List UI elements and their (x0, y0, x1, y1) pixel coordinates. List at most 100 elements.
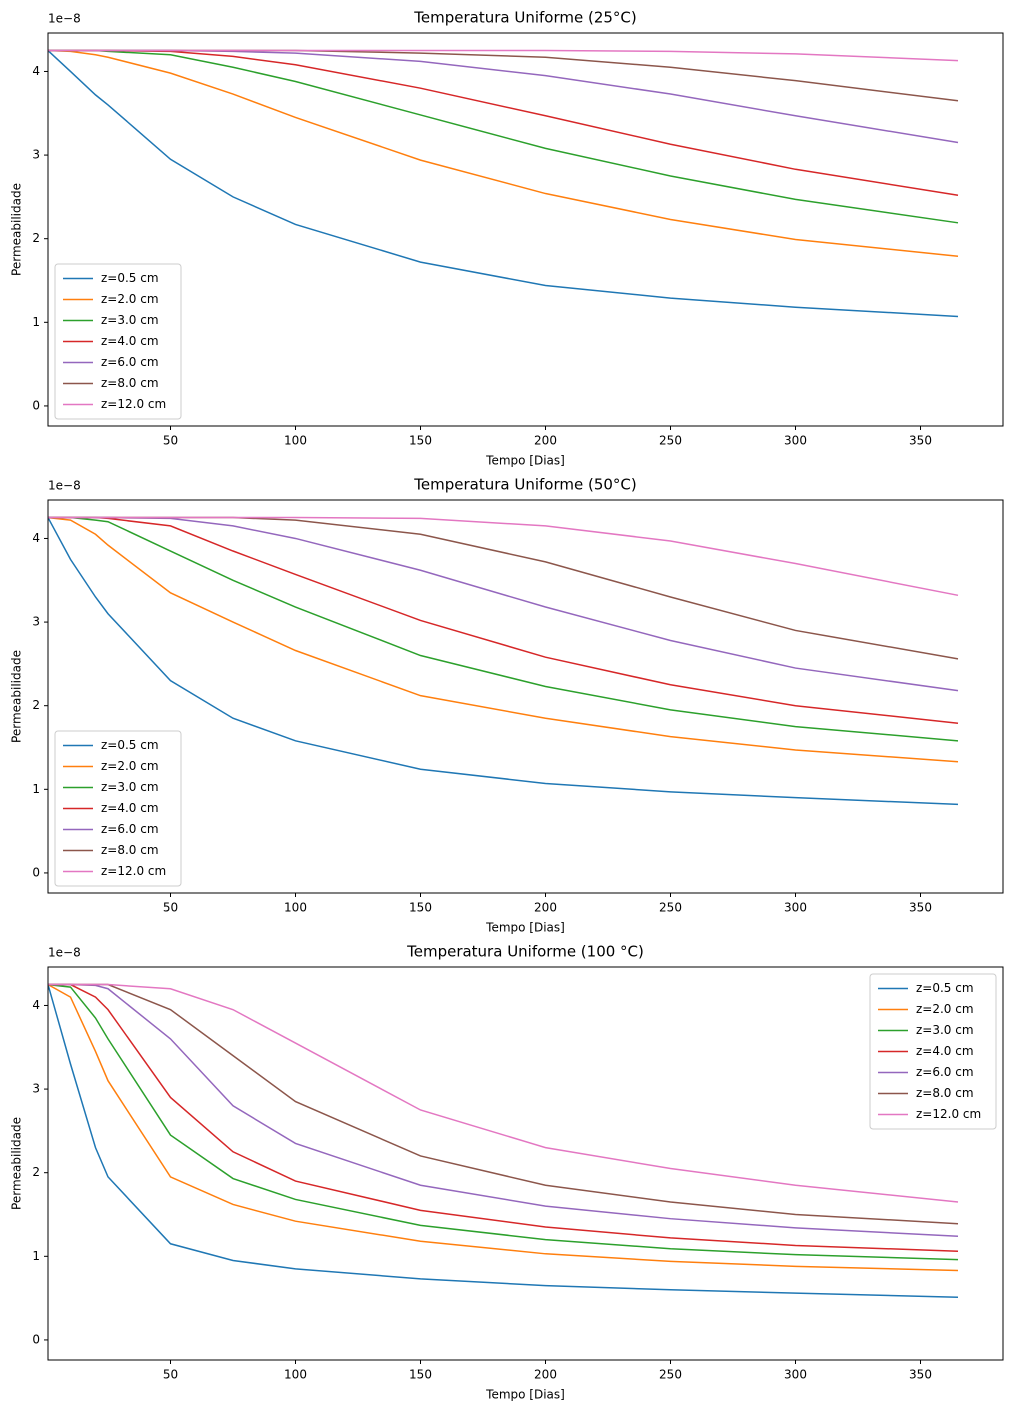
axes-frame (47, 32, 1004, 427)
y-tick-label: 4 (32, 998, 40, 1012)
data-line (48, 49, 959, 196)
x-tick-label: 250 (659, 901, 682, 915)
plot-area (48, 516, 959, 806)
legend-box (869, 973, 997, 1130)
y-tick-label: 1 (32, 315, 40, 329)
y-tick-label: 4 (32, 64, 40, 78)
legend: z=0.5 cm z=2.0 cm z=3.0 cm z=4.0 cm z=6.0 cm… (869, 973, 997, 1130)
chart-title: Temperatura Uniforme (50°C) (413, 476, 636, 494)
x-tick-label: 350 (909, 434, 932, 448)
x-tick-label: 300 (784, 434, 807, 448)
legend-label: z=3.0 cm (101, 780, 159, 794)
y-tick-label: 3 (32, 1082, 40, 1096)
x-tick-label: 200 (534, 901, 557, 915)
y-tick-label: 2 (32, 1165, 40, 1179)
legend-label: z=4.0 cm (916, 1044, 974, 1058)
offset-label: 1e−8 (48, 479, 81, 493)
data-line (48, 983, 959, 1203)
offset-label: 1e−8 (48, 12, 81, 26)
x-tick-label: 300 (784, 901, 807, 915)
plot-area (48, 983, 959, 1299)
x-tick-label: 50 (163, 901, 178, 915)
y-axis-label: Permeabilidade (10, 183, 24, 276)
y-tick-label: 0 (32, 865, 40, 879)
data-line (48, 516, 959, 692)
legend-box (54, 263, 182, 420)
data-line (48, 516, 959, 725)
y-axis-label: Permeabilidade (10, 650, 24, 743)
legend-label: z=8.0 cm (101, 376, 159, 390)
y-tick-label: 3 (32, 615, 40, 629)
x-tick-label: 100 (284, 434, 307, 448)
x-axis-label: Tempo [Dias] (485, 1388, 565, 1402)
x-axis-label: Tempo [Dias] (485, 454, 565, 468)
chart-title: Temperatura Uniforme (25°C) (413, 9, 636, 27)
y-tick-label: 4 (32, 531, 40, 545)
legend-label: z=6.0 cm (101, 355, 159, 369)
x-tick-label: 350 (909, 1368, 932, 1382)
legend-label: z=2.0 cm (101, 292, 159, 306)
legend-label: z=6.0 cm (101, 822, 159, 836)
x-tick-label: 300 (784, 1368, 807, 1382)
y-tick-label: 1 (32, 1249, 40, 1263)
data-line (48, 983, 959, 1253)
legend-label: z=3.0 cm (916, 1023, 974, 1037)
legend-label: z=0.5 cm (916, 981, 974, 995)
data-line (48, 516, 959, 660)
legend-label: z=6.0 cm (916, 1065, 974, 1079)
legend-label: z=8.0 cm (101, 843, 159, 857)
data-line (48, 516, 959, 742)
y-axis-label: Permeabilidade (10, 1117, 24, 1210)
y-tick-label: 0 (32, 398, 40, 412)
chart-title: Temperatura Uniforme (100 °C) (406, 943, 644, 961)
x-tick-label: 150 (409, 1368, 432, 1382)
data-line (48, 983, 959, 1272)
data-line (48, 984, 959, 1299)
y-tick-label: 2 (32, 231, 40, 245)
data-line (48, 49, 959, 224)
data-line (48, 49, 959, 258)
legend: z=0.5 cm z=2.0 cm z=3.0 cm z=4.0 cm z=6.0 cm… (54, 730, 182, 887)
legend-label: z=4.0 cm (101, 801, 159, 815)
axes-frame (47, 499, 1004, 894)
data-line (48, 49, 959, 144)
x-tick-label: 350 (909, 901, 932, 915)
y-tick-label: 1 (32, 782, 40, 796)
offset-label: 1e−8 (48, 946, 81, 960)
data-line (48, 983, 959, 1261)
data-line (48, 516, 959, 597)
data-line (48, 516, 959, 763)
legend-label: z=2.0 cm (916, 1002, 974, 1016)
x-tick-label: 50 (163, 1368, 178, 1382)
x-axis-label: Tempo [Dias] (485, 921, 565, 935)
x-tick-label: 100 (284, 901, 307, 915)
x-tick-label: 150 (409, 434, 432, 448)
legend-label: z=12.0 cm (916, 1107, 981, 1121)
legend-label: z=3.0 cm (101, 313, 159, 327)
legend-label: z=12.0 cm (101, 397, 166, 411)
x-tick-label: 250 (659, 434, 682, 448)
legend-label: z=2.0 cm (101, 759, 159, 773)
data-line (48, 517, 959, 806)
legend-label: z=0.5 cm (101, 738, 159, 752)
data-line (48, 50, 959, 318)
x-tick-label: 200 (534, 1368, 557, 1382)
legend: z=0.5 cm z=2.0 cm z=3.0 cm z=4.0 cm z=6.0 cm… (54, 263, 182, 420)
axes-frame (47, 966, 1004, 1361)
data-line (48, 49, 959, 62)
x-tick-label: 250 (659, 1368, 682, 1382)
y-tick-label: 0 (32, 1332, 40, 1346)
legend-box (54, 730, 182, 887)
legend-label: z=0.5 cm (101, 271, 159, 285)
y-tick-label: 3 (32, 148, 40, 162)
legend-label: z=4.0 cm (101, 334, 159, 348)
legend-label: z=12.0 cm (101, 864, 166, 878)
x-tick-label: 50 (163, 434, 178, 448)
x-tick-label: 100 (284, 1368, 307, 1382)
legend-label: z=8.0 cm (916, 1086, 974, 1100)
x-tick-label: 150 (409, 901, 432, 915)
plot-area (48, 49, 959, 318)
x-tick-label: 200 (534, 434, 557, 448)
y-tick-label: 2 (32, 698, 40, 712)
